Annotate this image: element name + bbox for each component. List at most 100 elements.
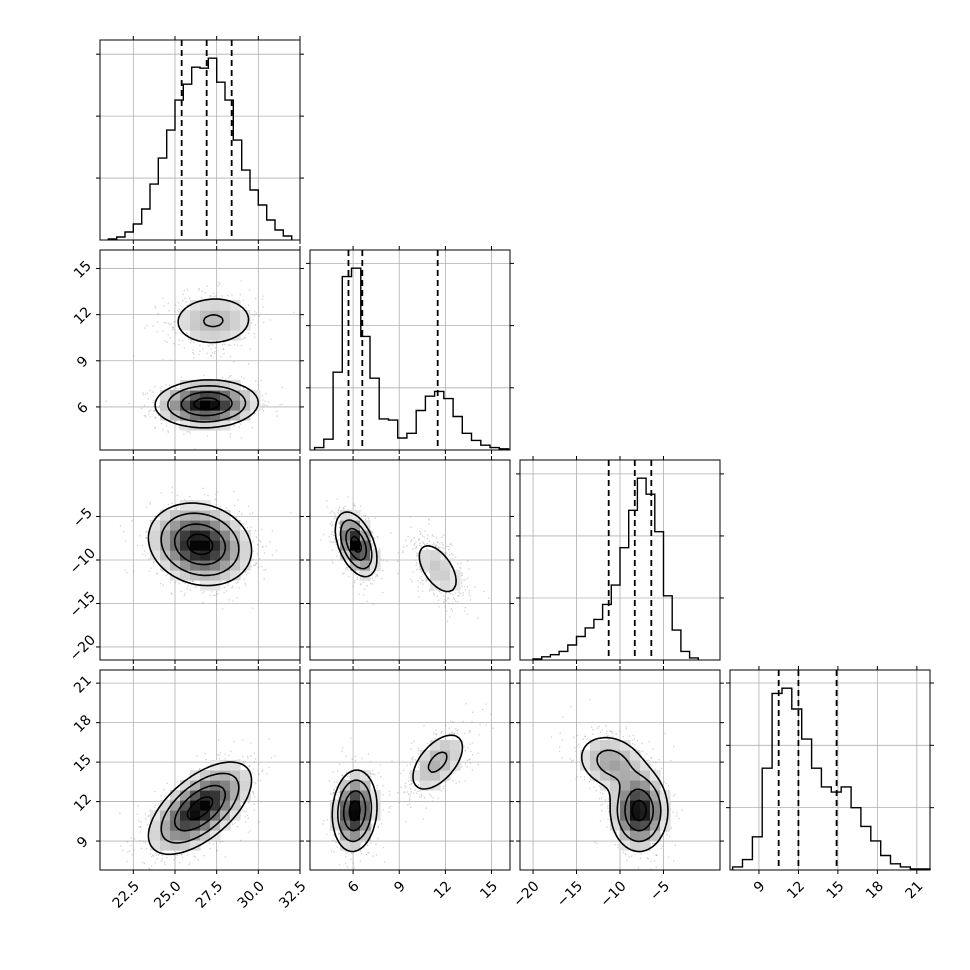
- scatter-point: [162, 570, 164, 572]
- scatter-point: [203, 591, 206, 593]
- panel-frame: [729, 669, 931, 871]
- scatter-point: [433, 593, 435, 595]
- scatter-point: [178, 583, 180, 585]
- scatter-point: [174, 581, 176, 584]
- scatter-point: [263, 321, 265, 324]
- scatter-point: [258, 821, 260, 823]
- scatter-point: [424, 530, 426, 532]
- histogram-bin: [772, 693, 782, 870]
- scatter-point: [333, 518, 335, 520]
- scatter-point: [178, 344, 180, 346]
- density-cell: [160, 530, 171, 541]
- scatter-point: [164, 863, 166, 865]
- scatter-point: [434, 545, 437, 547]
- density-cell: [180, 310, 191, 321]
- scatter-point: [250, 526, 252, 528]
- scatter-point: [245, 574, 248, 576]
- scatter-point: [154, 426, 156, 429]
- histogram-bin: [611, 585, 620, 660]
- scatter-point: [376, 575, 378, 577]
- scatter-point: [229, 433, 232, 435]
- scatter-point: [256, 562, 258, 564]
- scatter-point: [228, 344, 230, 346]
- density-cell: [220, 410, 231, 421]
- scatter-point: [206, 352, 208, 354]
- histogram-bin: [594, 619, 603, 660]
- scatter-point: [457, 595, 459, 597]
- scatter-point: [421, 579, 423, 581]
- scatter-point: [186, 588, 188, 590]
- scatter-point: [386, 560, 388, 563]
- scatter-point: [154, 515, 156, 518]
- histogram-steps: [107, 57, 293, 240]
- scatter-point: [186, 332, 188, 334]
- scatter-point: [199, 344, 201, 347]
- density-cell: [180, 560, 191, 571]
- density-cell: [430, 550, 441, 561]
- scatter-point: [338, 522, 341, 524]
- scatter-point: [198, 354, 200, 356]
- scatter-point: [222, 840, 224, 843]
- scatter-point: [416, 554, 418, 556]
- scatter-point: [136, 544, 139, 546]
- scatter-point: [242, 299, 244, 301]
- density-cell: [190, 400, 201, 411]
- histogram-bin: [655, 532, 664, 660]
- scatter-point: [415, 545, 418, 548]
- scatter-point: [371, 534, 374, 536]
- scatter-point: [477, 617, 479, 619]
- scatter-point: [245, 521, 247, 523]
- scatter-point: [231, 587, 233, 589]
- scatter-point: [231, 294, 233, 296]
- scatter-point: [422, 579, 424, 582]
- density-cell: [230, 550, 241, 561]
- scatter-point: [372, 537, 375, 539]
- scatter-point: [162, 330, 164, 332]
- scatter-point: [260, 528, 263, 531]
- scatter-point: [452, 602, 454, 605]
- scatter-point: [178, 427, 181, 429]
- scatter-point: [223, 586, 225, 588]
- scatter-point: [410, 526, 412, 528]
- density-cell: [160, 540, 171, 551]
- histogram-bin: [416, 411, 425, 450]
- density-cell: [180, 400, 191, 411]
- scatter-point: [352, 585, 354, 588]
- scatter-point: [405, 539, 407, 541]
- scatter-point: [185, 301, 187, 303]
- scatter-point: [344, 568, 347, 570]
- density-cell: [230, 320, 241, 331]
- density-cell: [360, 570, 371, 581]
- scatter-point: [255, 530, 257, 532]
- scatter-point: [227, 582, 229, 584]
- scatter-point: [261, 546, 263, 548]
- density-cell: [170, 400, 181, 411]
- histogram-bin: [681, 651, 690, 660]
- scatter-point: [173, 389, 175, 391]
- scatter-point: [214, 347, 216, 349]
- density-cell: [150, 540, 161, 551]
- scatter-point: [217, 491, 219, 493]
- scatter-point: [368, 518, 370, 520]
- scatter-point: [375, 576, 377, 578]
- density-cell: [190, 570, 201, 581]
- density-cell: [220, 380, 231, 391]
- scatter-point: [435, 537, 437, 539]
- scatter-point: [330, 521, 333, 523]
- scatter-point: [360, 583, 362, 585]
- scatter-point: [166, 425, 168, 427]
- scatter-point: [348, 575, 350, 578]
- scatter-point: [153, 410, 155, 412]
- scatter-point: [176, 508, 178, 510]
- scatter-point: [442, 555, 444, 557]
- scatter-point: [452, 594, 454, 596]
- scatter-point: [338, 508, 340, 510]
- scatter-point: [261, 408, 263, 410]
- scatter-point: [418, 563, 420, 565]
- scatter-point: [381, 578, 383, 580]
- scatter-point: [189, 432, 191, 434]
- histogram-bin: [472, 440, 481, 450]
- histogram-bin: [881, 855, 891, 870]
- scatter-point: [243, 377, 245, 380]
- scatter-point: [202, 487, 204, 489]
